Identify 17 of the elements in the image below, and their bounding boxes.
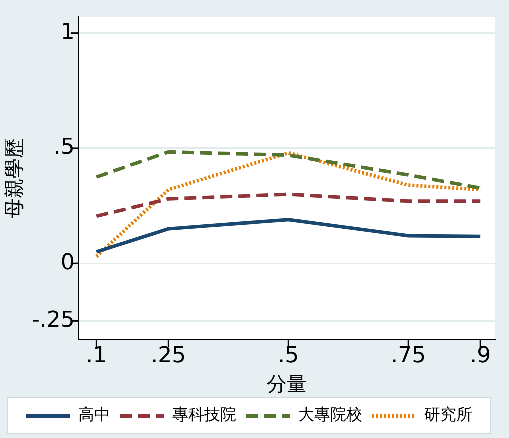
y-tick-label: .5 xyxy=(54,135,75,160)
x-tick-label: .1 xyxy=(86,344,108,369)
x-axis-title: 分量 xyxy=(266,372,307,396)
y-tick-label: 0 xyxy=(60,250,75,276)
x-tick-label: .9 xyxy=(470,344,492,369)
legend-label: 專科技院 xyxy=(172,405,236,424)
y-tick-label: -.25 xyxy=(32,308,75,333)
y-tick-label: 1 xyxy=(60,20,75,46)
x-tick-label: .75 xyxy=(391,344,426,369)
line-series xyxy=(94,150,482,190)
line-series xyxy=(94,192,482,218)
legend-label: 研究所 xyxy=(424,405,472,424)
x-tick-label: .5 xyxy=(278,344,300,369)
legend-label: 高中 xyxy=(78,405,110,424)
legend-label: 大專院校 xyxy=(298,405,362,424)
x-tick-label: .25 xyxy=(151,344,186,369)
y-axis-title: 母親學歷 xyxy=(2,138,26,218)
